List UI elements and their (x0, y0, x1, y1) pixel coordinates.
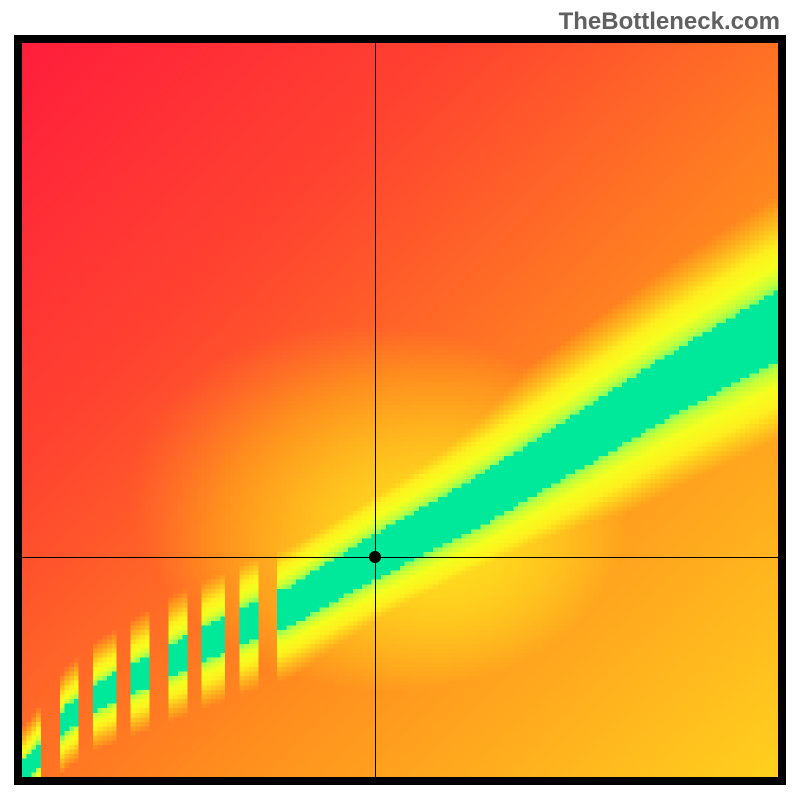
watermark-text: TheBottleneck.com (559, 8, 780, 36)
crosshair-vertical (375, 43, 376, 777)
plot-frame (14, 35, 786, 785)
marker-dot (369, 551, 381, 563)
heatmap-canvas (22, 43, 778, 777)
crosshair-horizontal (22, 557, 778, 558)
chart-container: TheBottleneck.com (0, 0, 800, 800)
